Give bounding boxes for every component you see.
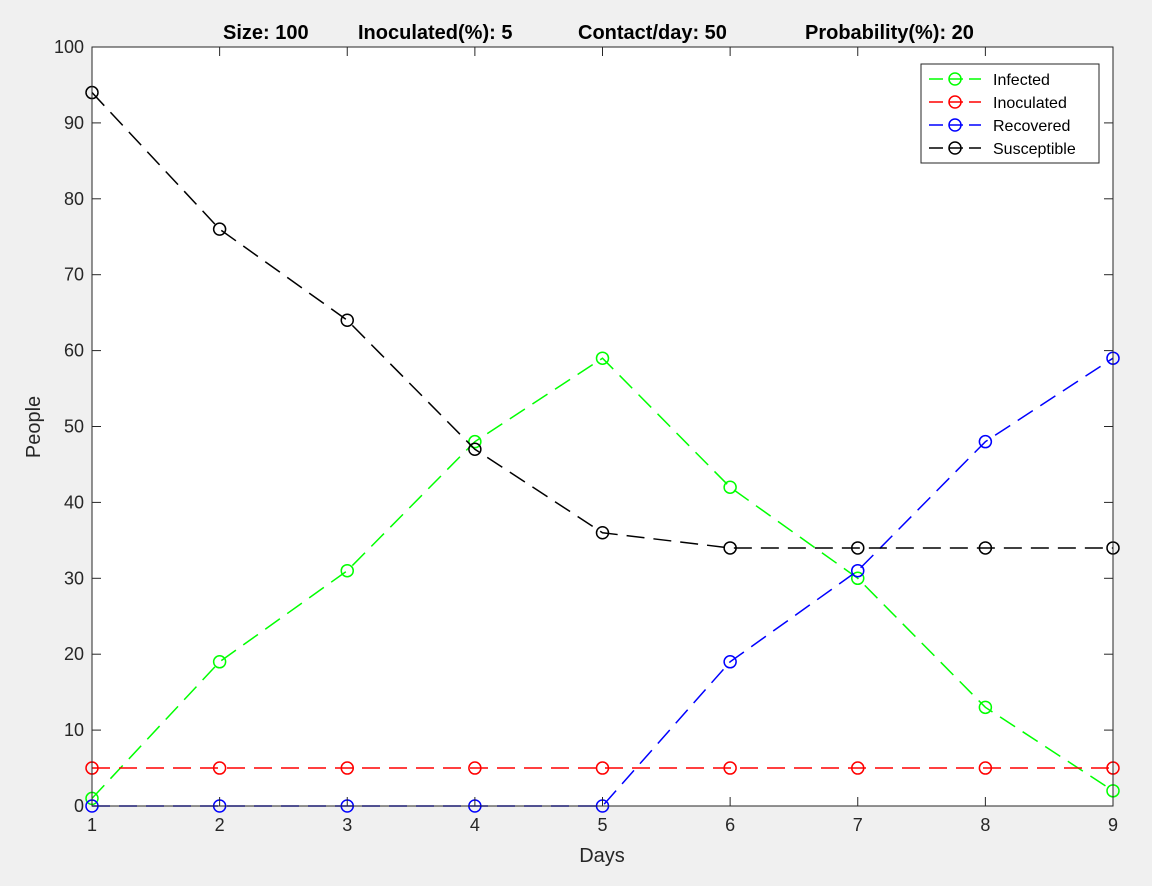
legend-label-susceptible: Susceptible <box>993 141 1076 158</box>
y-tick-label: 40 <box>64 492 84 512</box>
y-tick-label: 0 <box>74 796 84 816</box>
x-axis-label: Days <box>579 845 625 867</box>
legend-label-infected: Infected <box>993 72 1050 89</box>
data-point-inoculated <box>851 761 865 775</box>
y-tick-label: 70 <box>64 265 84 285</box>
x-tick-label: 6 <box>725 815 735 835</box>
x-tick-label: 9 <box>1108 815 1118 835</box>
series-line-susceptible <box>91 92 1113 549</box>
y-tick-label: 20 <box>64 644 84 664</box>
data-point-susceptible <box>340 313 354 327</box>
data-point-inoculated <box>978 761 993 775</box>
y-axis: 0 10 20 30 40 50 60 70 80 90 100 <box>54 37 1113 816</box>
title-probability: Probability(%): 20 <box>805 22 974 44</box>
legend-item-infected[interactable]: Infected <box>929 72 1050 89</box>
legend-marker-inoculated <box>948 95 962 109</box>
legend-marker-infected <box>948 72 962 86</box>
y-tick-label: 60 <box>64 341 84 361</box>
data-point-susceptible <box>595 526 610 540</box>
y-axis-label: People <box>23 396 45 458</box>
data-point-infected <box>340 563 354 578</box>
x-tick-label: 7 <box>853 815 863 835</box>
x-tick-label: 4 <box>470 815 480 835</box>
x-tick-label: 8 <box>980 815 990 835</box>
data-point-inoculated <box>340 761 354 775</box>
data-point-infected <box>723 480 737 494</box>
data-point-susceptible <box>723 541 737 555</box>
data-point-susceptible <box>851 541 865 555</box>
data-point-inoculated <box>595 761 610 775</box>
data-point-infected <box>212 655 227 669</box>
x-tick-label: 2 <box>215 815 225 835</box>
y-tick-label: 50 <box>64 417 84 437</box>
data-point-susceptible <box>468 442 482 457</box>
data-point-inoculated <box>468 761 482 775</box>
data-point-infected <box>595 351 610 365</box>
data-point-infected <box>978 700 993 715</box>
chart-title: Size: 100 Inoculated(%): 5 Contact/day: … <box>223 22 974 44</box>
data-point-recovered <box>978 434 993 449</box>
legend-label-inoculated: Inoculated <box>993 95 1067 112</box>
y-tick-label: 30 <box>64 568 84 588</box>
data-point-inoculated <box>723 761 737 775</box>
legend-marker-recovered <box>948 118 962 132</box>
plot-area <box>92 47 1113 806</box>
x-tick-label: 5 <box>597 815 607 835</box>
y-tick-label: 90 <box>64 113 84 133</box>
x-tick-label: 3 <box>342 815 352 835</box>
data-point-inoculated <box>212 761 227 775</box>
legend-item-inoculated[interactable]: Inoculated <box>929 95 1067 112</box>
x-tick-label: 1 <box>87 815 97 835</box>
legend-marker-susceptible <box>948 141 962 155</box>
title-size: Size: 100 <box>223 22 309 44</box>
data-point-recovered <box>723 655 737 669</box>
series-infected <box>85 351 1120 806</box>
title-inoculated: Inoculated(%): 5 <box>358 22 512 44</box>
data-point-susceptible <box>212 222 227 236</box>
data-point-susceptible <box>978 541 993 555</box>
y-tick-label: 10 <box>64 720 84 740</box>
series-susceptible <box>85 85 1120 555</box>
data-point-infected <box>851 571 865 586</box>
data-point-infected <box>468 434 482 449</box>
y-tick-label: 80 <box>64 189 84 209</box>
x-axis: 1 2 3 4 5 6 7 8 9 <box>87 47 1118 835</box>
data-point-recovered <box>851 563 865 578</box>
legend-box <box>920 63 1100 164</box>
legend-item-recovered[interactable]: Recovered <box>929 118 1070 135</box>
series-line-infected <box>91 357 1114 799</box>
legend-item-susceptible[interactable]: Susceptible <box>929 141 1076 158</box>
legend-label-recovered: Recovered <box>993 118 1070 135</box>
y-tick-label: 100 <box>54 37 84 57</box>
title-contact: Contact/day: 50 <box>578 22 727 44</box>
legend[interactable]: Infected Inoculated Recovered Susceptible <box>920 63 1100 164</box>
